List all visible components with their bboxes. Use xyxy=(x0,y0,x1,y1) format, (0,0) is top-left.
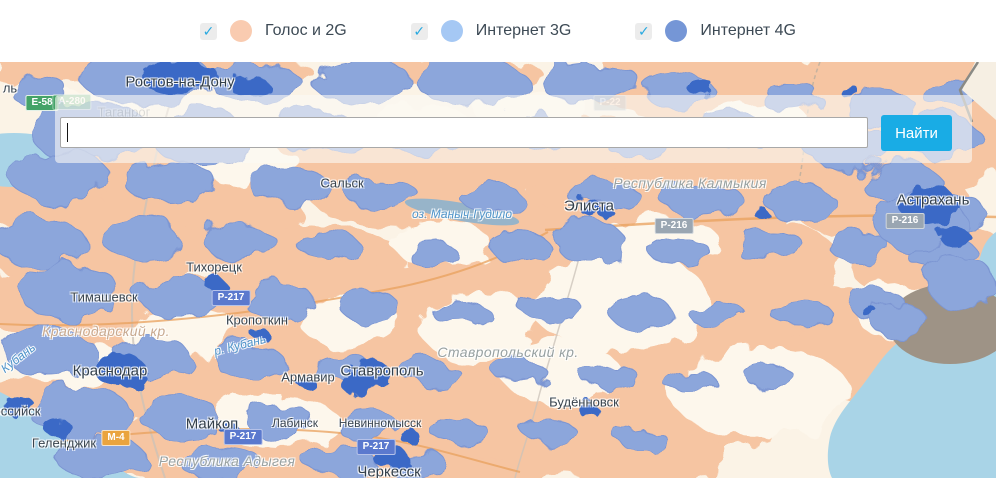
legend-item: ✓ Голос и 2G xyxy=(200,20,347,42)
coverage-color-dot xyxy=(230,20,253,42)
legend-checkbox[interactable]: ✓ xyxy=(410,22,428,40)
search-button[interactable]: Найти xyxy=(881,115,952,151)
legend-label: Интернет 4G xyxy=(700,22,796,39)
legend: ✓ Голос и 2G ✓ Интернет 3G ✓ Интернет 4G xyxy=(0,0,996,62)
legend-checkbox[interactable]: ✓ xyxy=(200,22,218,40)
legend-label: Голос и 2G xyxy=(265,22,347,39)
legend-label: Интернет 3G xyxy=(475,22,572,39)
coverage-color-dot xyxy=(665,20,688,42)
coverage-map[interactable]: Ростов-на-ДонуТаганрогльСальскоз. Маныч-… xyxy=(0,62,996,478)
legend-item: ✓ Интернет 4G xyxy=(635,20,796,42)
legend-checkbox[interactable]: ✓ xyxy=(635,22,653,40)
coverage-color-dot xyxy=(440,20,463,42)
text-caret xyxy=(67,123,68,142)
map-coverage-art xyxy=(0,62,996,478)
search-input[interactable] xyxy=(60,117,868,148)
legend-item: ✓ Интернет 3G xyxy=(410,20,572,42)
